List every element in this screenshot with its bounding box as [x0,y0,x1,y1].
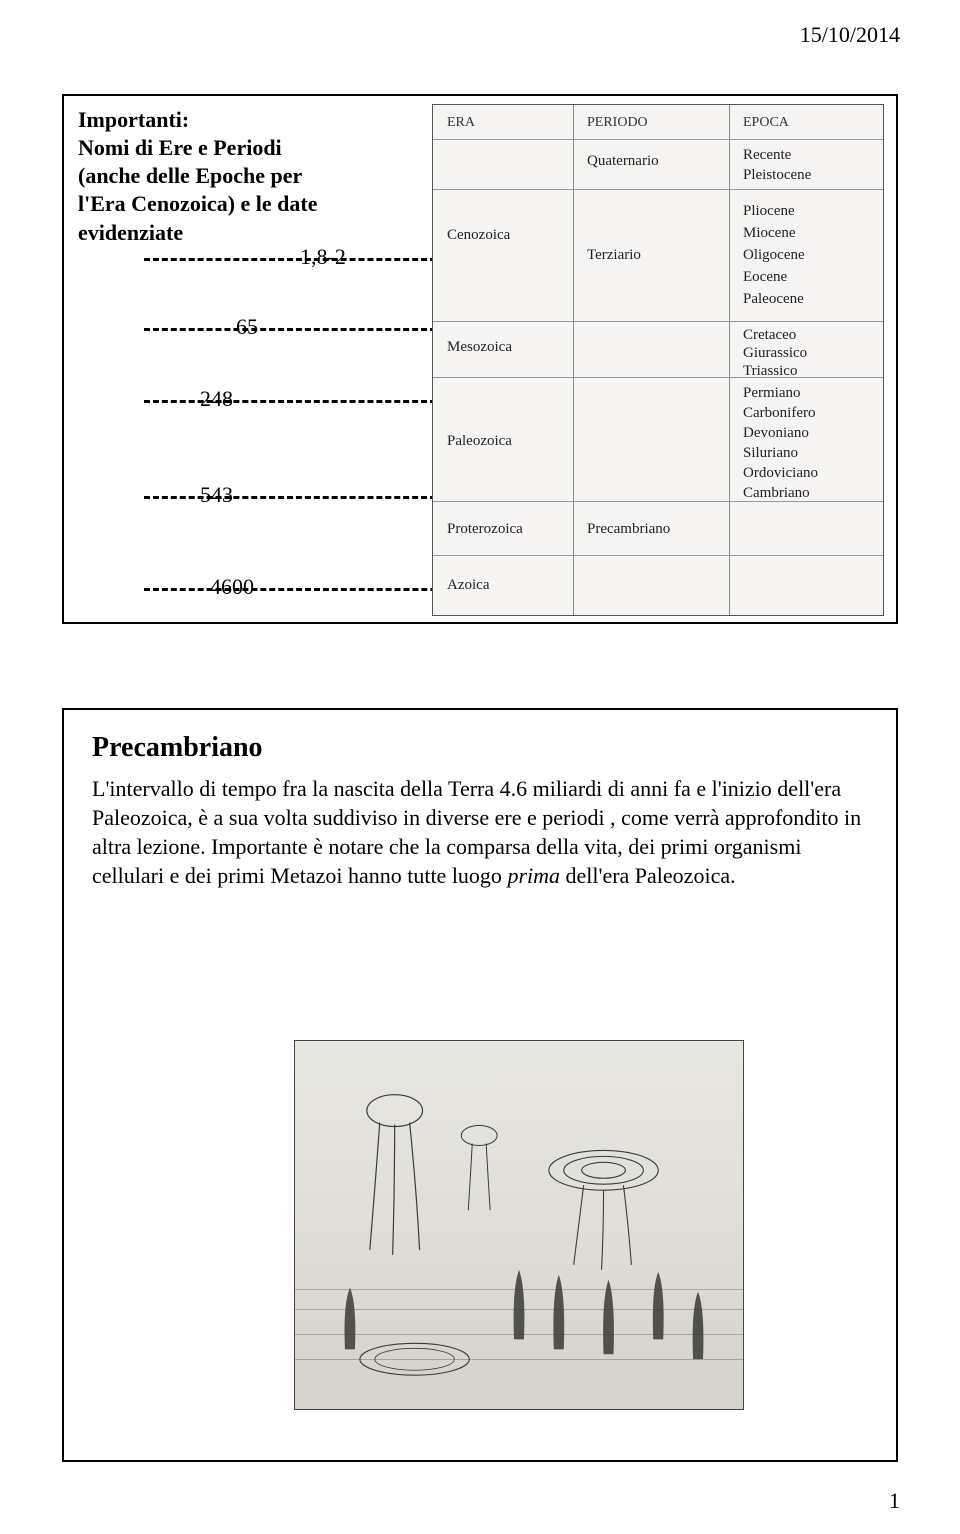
cell-era: Proterozoica [441,519,529,540]
cell-epoca: Paleocene [737,289,810,310]
date-marker-1: 1,8-2 [300,244,346,270]
col-header-epoca: EPOCA [737,113,795,133]
cell-epoca: Pleistocene [737,165,817,186]
table-vline [573,105,574,615]
cell-epoca: Recente [737,145,797,166]
table-hline [433,321,883,322]
cell-epoca: Triassico [737,361,803,382]
dash-line [144,496,436,499]
slide-1: Importanti:Nomi di Ere e Periodi (anche … [62,94,898,624]
precambrian-illustration [294,1040,744,1410]
cell-periodo: Terziario [581,245,647,266]
cell-epoca: Ordoviciano [737,463,824,484]
cell-era: Azoica [441,575,495,596]
cell-era: Paleozoica [441,431,518,452]
cell-epoca: Devoniano [737,423,815,444]
table-hline [433,139,883,140]
cell-epoca: Oligocene [737,245,811,266]
cell-epoca: Eocene [737,267,793,288]
cell-era: Cenozoica [441,225,516,246]
table-vline [729,105,730,615]
date-marker-5: 4600 [210,574,254,600]
cell-epoca: Permiano [737,383,807,404]
slide2-body: L'intervallo di tempo fra la nascita del… [92,774,872,890]
cell-epoca: Miocene [737,223,801,244]
cell-epoca: Pliocene [737,201,801,222]
date-marker-3: 248 [200,386,233,412]
cell-epoca: Carbonifero [737,403,821,424]
date-marker-4: 543 [200,482,233,508]
page-number: 1 [889,1488,900,1514]
slide-2: Precambriano L'intervallo di tempo fra l… [62,708,898,1462]
cell-periodo: Precambriano [581,519,676,540]
col-header-era: ERA [441,113,481,133]
dash-line [144,328,436,331]
dash-line [144,400,436,403]
cell-periodo: Quaternario [581,151,665,172]
dash-line [144,258,436,261]
table-hline [433,555,883,556]
cell-epoca: Siluriano [737,443,804,464]
table-hline [433,377,883,378]
cell-era: Mesozoica [441,337,518,358]
cell-epoca: Cambriano [737,483,816,504]
body-part-2b: dell'era Paleozoica. [560,863,736,888]
table-hline [433,189,883,190]
body-italic: prima [507,863,560,888]
geologic-time-table: ERA PERIODO EPOCA Quaternario Recente Pl… [432,104,884,616]
col-header-periodo: PERIODO [581,113,654,133]
slide2-title: Precambriano [92,732,263,764]
page-date: 15/10/2014 [800,22,900,48]
date-marker-2: 65 [236,314,258,340]
slide1-title: Importanti:Nomi di Ere e Periodi (anche … [78,106,338,247]
